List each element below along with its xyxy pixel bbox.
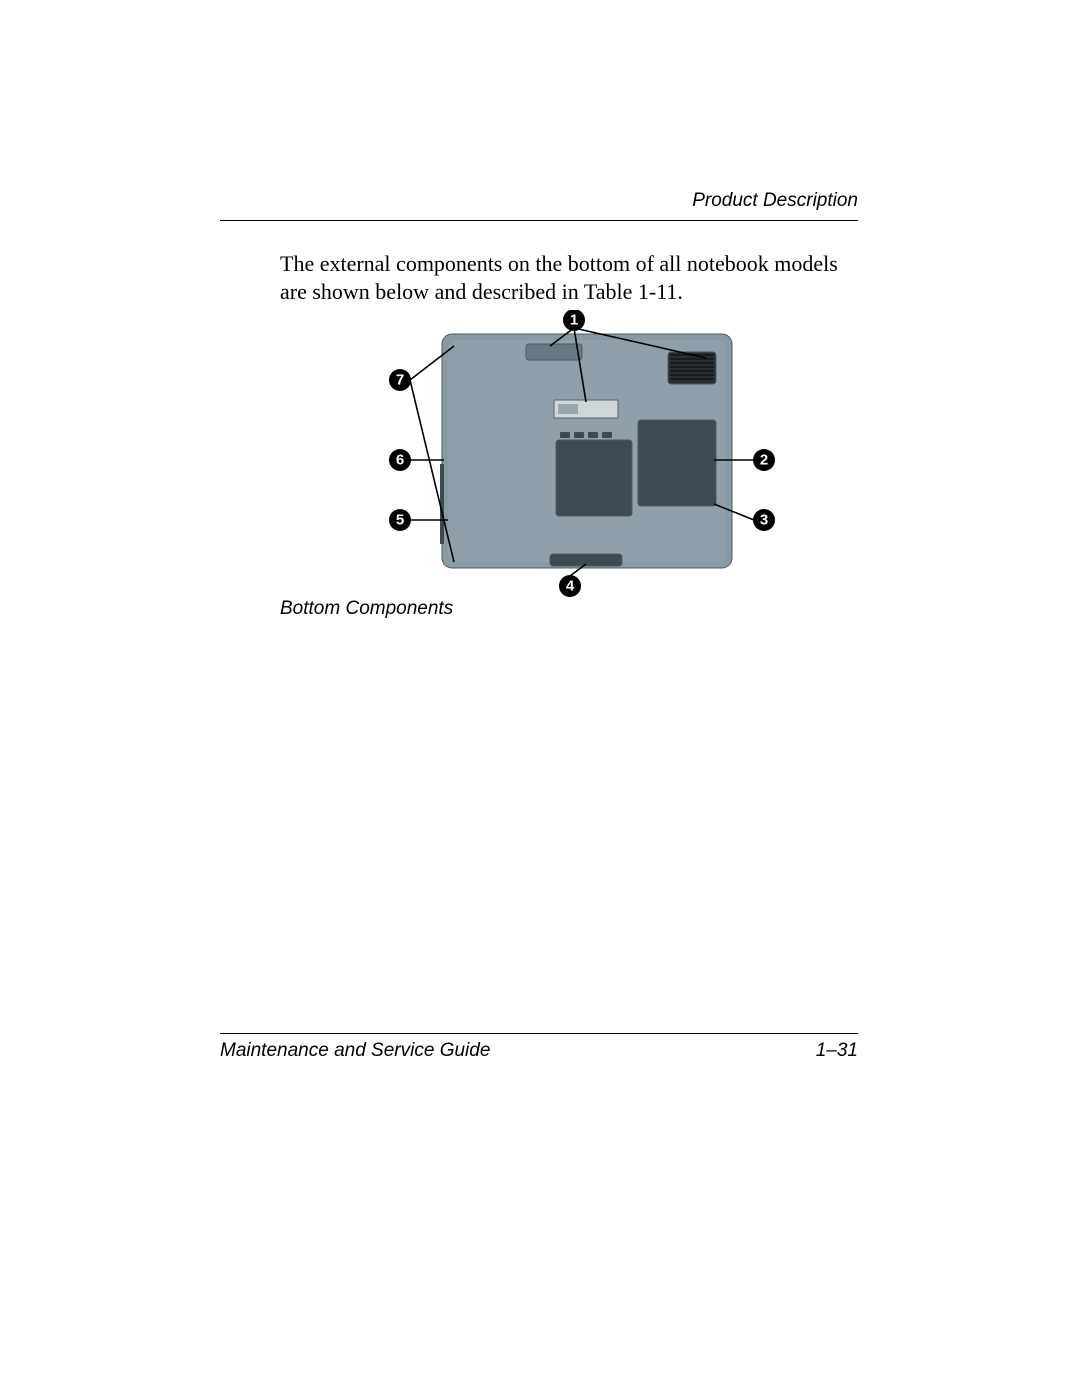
page-header: Product Description: [220, 190, 858, 221]
header-rule: [220, 220, 858, 221]
footer-rule: [220, 1033, 858, 1034]
figure-container: 1 2 3 4 5 6 7: [280, 310, 858, 603]
figure-caption: Bottom Components: [280, 598, 453, 620]
bottom-components-diagram: 1 2 3 4 5 6 7: [354, 310, 784, 598]
callout-label-3: 3: [760, 512, 768, 529]
callout-label-2: 2: [760, 452, 768, 469]
callout-label-1: 1: [570, 312, 578, 329]
page-footer: Maintenance and Service Guide 1–31: [220, 1033, 858, 1062]
footer-left: Maintenance and Service Guide: [220, 1040, 490, 1062]
callout-label-4: 4: [566, 578, 575, 595]
mem-cover: [638, 420, 716, 506]
callout-label-5: 5: [396, 512, 404, 529]
hdd-cover: [556, 440, 632, 516]
footer-right: 1–31: [816, 1040, 858, 1062]
callout-label-6: 6: [396, 452, 404, 469]
body-paragraph: The external components on the bottom of…: [280, 250, 858, 305]
page: Product Description The external compone…: [0, 0, 1080, 1397]
footer-row: Maintenance and Service Guide 1–31: [220, 1040, 858, 1062]
top-label: [526, 344, 582, 360]
callout-label-7: 7: [396, 372, 404, 389]
section-title: Product Description: [220, 190, 858, 212]
